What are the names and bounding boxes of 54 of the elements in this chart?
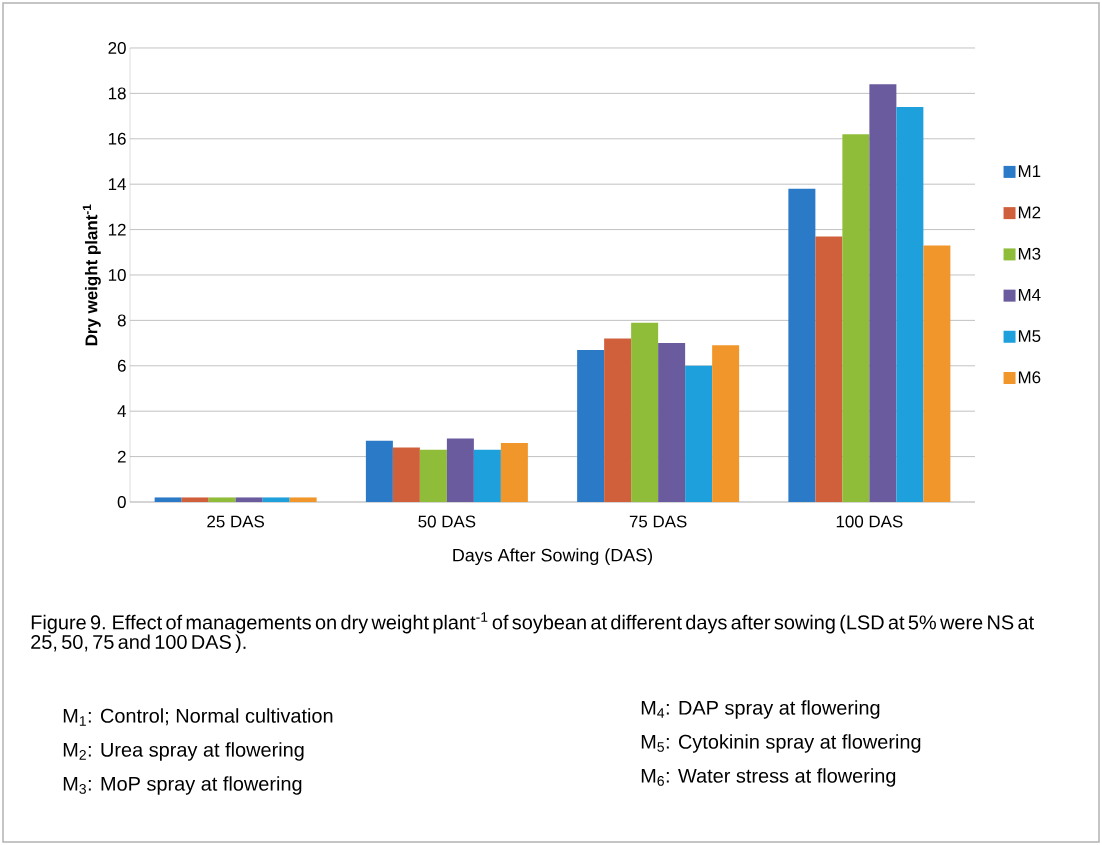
bar bbox=[262, 497, 290, 502]
bar bbox=[446, 438, 474, 502]
y-tick-label: 2 bbox=[117, 450, 126, 463]
bar bbox=[842, 134, 870, 502]
text: Figure 9. Effect of managements on dry weight plant$^{-1}$ of soybean at different days after sowing (LSD at 5% were NS at 25, 50, 75 and 100 DAS ). bbox=[31, 612, 1034, 653]
bar bbox=[712, 345, 740, 502]
text: M$_{2}$: Urea spray at flowering bbox=[63, 742, 304, 761]
x-tick-label: 50 DAS bbox=[418, 515, 476, 528]
bar bbox=[869, 84, 897, 502]
y-tick-label: 8 bbox=[117, 314, 126, 327]
bar bbox=[815, 236, 843, 502]
y-tick-label: 12 bbox=[108, 223, 126, 236]
x-axis-title: Days After Sowing (DAS) bbox=[453, 548, 653, 566]
text: M$_{6}$: Water stress at flowering bbox=[641, 768, 896, 787]
legend-label: M2 bbox=[1018, 206, 1041, 219]
y-tick-label: 6 bbox=[117, 359, 126, 372]
bar bbox=[181, 497, 209, 502]
legend-label: M5 bbox=[1018, 330, 1041, 343]
text: M$_{4}$: DAP spray at flowering bbox=[641, 700, 880, 719]
x-tick-label: 25 DAS bbox=[207, 515, 265, 528]
legend-label: M6 bbox=[1018, 371, 1041, 384]
y-tick-label: 0 bbox=[117, 495, 126, 508]
legend-label: M1 bbox=[1018, 165, 1041, 177]
bar bbox=[392, 447, 420, 502]
bar bbox=[473, 449, 501, 502]
bar bbox=[685, 365, 713, 502]
text: Dry weight plant$^{-1}$ bbox=[82, 204, 101, 346]
bar bbox=[208, 497, 236, 502]
bar bbox=[365, 440, 393, 502]
text: M$_{5}$: Cytokinin spray at flowering bbox=[641, 734, 921, 753]
y-tick-label: 20 bbox=[108, 41, 126, 54]
bar bbox=[500, 442, 528, 502]
bar bbox=[577, 349, 605, 502]
bar bbox=[658, 343, 686, 502]
bar bbox=[154, 497, 182, 502]
x-tick-label: 75 DAS bbox=[629, 515, 687, 528]
text: M$_{1}$: Control; Normal cultivation bbox=[63, 708, 333, 726]
y-tick-label: 16 bbox=[108, 132, 126, 145]
bar bbox=[896, 107, 924, 502]
bar bbox=[235, 497, 263, 502]
y-tick-label: 10 bbox=[108, 268, 126, 281]
y-tick-label: 14 bbox=[108, 178, 126, 191]
legend-label: M4 bbox=[1018, 289, 1041, 301]
bar bbox=[631, 322, 659, 502]
text: M$_{3}$: MoP spray at flowering bbox=[63, 776, 302, 795]
bar bbox=[788, 188, 816, 502]
bar bbox=[923, 245, 951, 502]
x-tick-label: 100 DAS bbox=[836, 515, 903, 528]
y-tick-label: 18 bbox=[108, 87, 126, 100]
bar bbox=[289, 497, 317, 502]
bar bbox=[604, 338, 632, 502]
y-tick-label: 4 bbox=[117, 405, 126, 418]
legend-label: M3 bbox=[1018, 247, 1041, 260]
bar bbox=[419, 449, 447, 502]
